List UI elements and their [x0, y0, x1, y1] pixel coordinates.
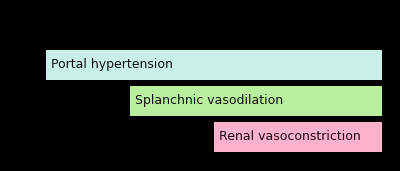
Text: Portal hypertension: Portal hypertension	[51, 58, 173, 71]
Text: Splanchnic vasodilation: Splanchnic vasodilation	[135, 94, 283, 107]
FancyBboxPatch shape	[130, 86, 382, 116]
Text: Renal vasoconstriction: Renal vasoconstriction	[219, 130, 360, 143]
FancyBboxPatch shape	[214, 122, 382, 152]
FancyBboxPatch shape	[46, 50, 382, 80]
